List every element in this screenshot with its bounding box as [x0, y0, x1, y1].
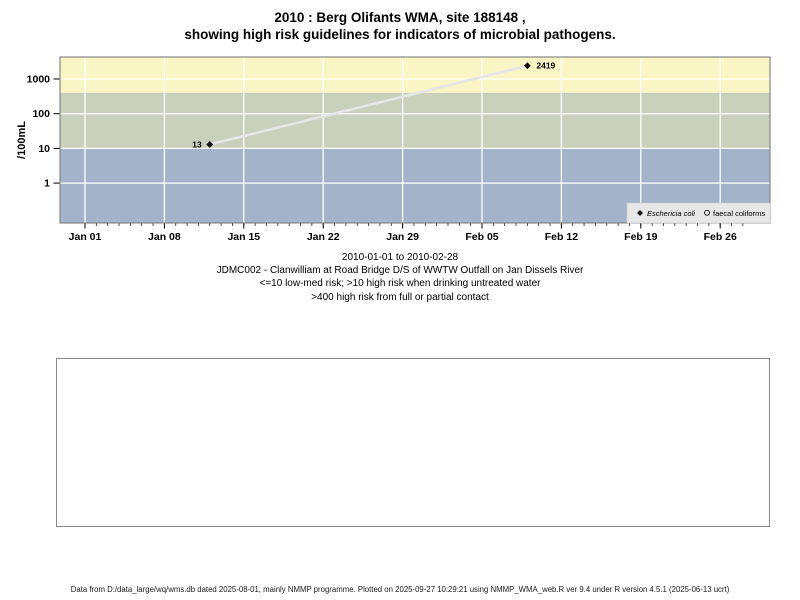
risk-band-high-risk-drinking [60, 92, 770, 149]
y-axis-title: /100mL [16, 121, 28, 159]
x-tick-label: Feb 12 [545, 231, 578, 243]
empty-panel [56, 358, 770, 527]
legend-box [626, 202, 771, 224]
caption-guideline-contact: >400 high risk from full or partial cont… [311, 291, 489, 303]
x-tick-label: Jan 08 [148, 231, 181, 243]
footer-note: Data from D:/data_large/wq/wms.db dated … [70, 585, 730, 594]
legend-open-circle-icon [704, 209, 710, 216]
data-point-label: 13 [192, 139, 202, 149]
risk-band-high-risk-contact [60, 57, 770, 93]
x-tick-label: Jan 01 [69, 231, 102, 243]
legend-label-faecal-coliforms: faecal coliforms [713, 209, 765, 218]
legend-label-escherichia-coli: Eschericia coli [647, 209, 695, 218]
caption-guideline-drinking: <=10 low-med risk; >10 high risk when dr… [259, 278, 541, 290]
chart-caption: 2010-01-01 to 2010-02-28 JDMC002 - Clanw… [0, 251, 800, 304]
chart-title: 2010 : Berg Olifants WMA, site 188148 , … [0, 10, 800, 43]
time-series-chart: Jan 01 Jan 08 Jan 15 Jan 22 Jan 29 Feb 05 Feb … [16, 56, 771, 243]
data-point [523, 62, 531, 70]
x-tick-label: Feb 19 [624, 231, 657, 243]
series-line [209, 64, 528, 146]
legend-filled-diamond-icon [637, 210, 643, 216]
y-tick-label: 10 [38, 143, 50, 155]
y-tick-label: 100 [32, 108, 50, 120]
chart-title-line2: showing high risk guidelines for indicat… [184, 26, 616, 42]
plot-border [59, 56, 771, 224]
y-tick-label: 1 [44, 178, 50, 190]
x-tick-label: Jan 15 [227, 231, 260, 243]
data-point-label: 2419 [536, 61, 555, 71]
x-tick-label: Jan 22 [307, 231, 340, 243]
x-tick-label: Feb 26 [704, 231, 737, 243]
caption-date-range: 2010-01-01 to 2010-02-28 [341, 252, 459, 263]
caption-site: JDMC002 - Clanwilliam at Road Bridge D/S… [216, 265, 584, 277]
y-tick-label: 1000 [27, 74, 51, 86]
data-point [206, 141, 214, 148]
chart-title-line1: 2010 : Berg Olifants WMA, site 188148 , [274, 10, 526, 25]
x-tick-label: Feb 05 [465, 231, 498, 243]
x-tick-label: Jan 29 [386, 231, 419, 243]
